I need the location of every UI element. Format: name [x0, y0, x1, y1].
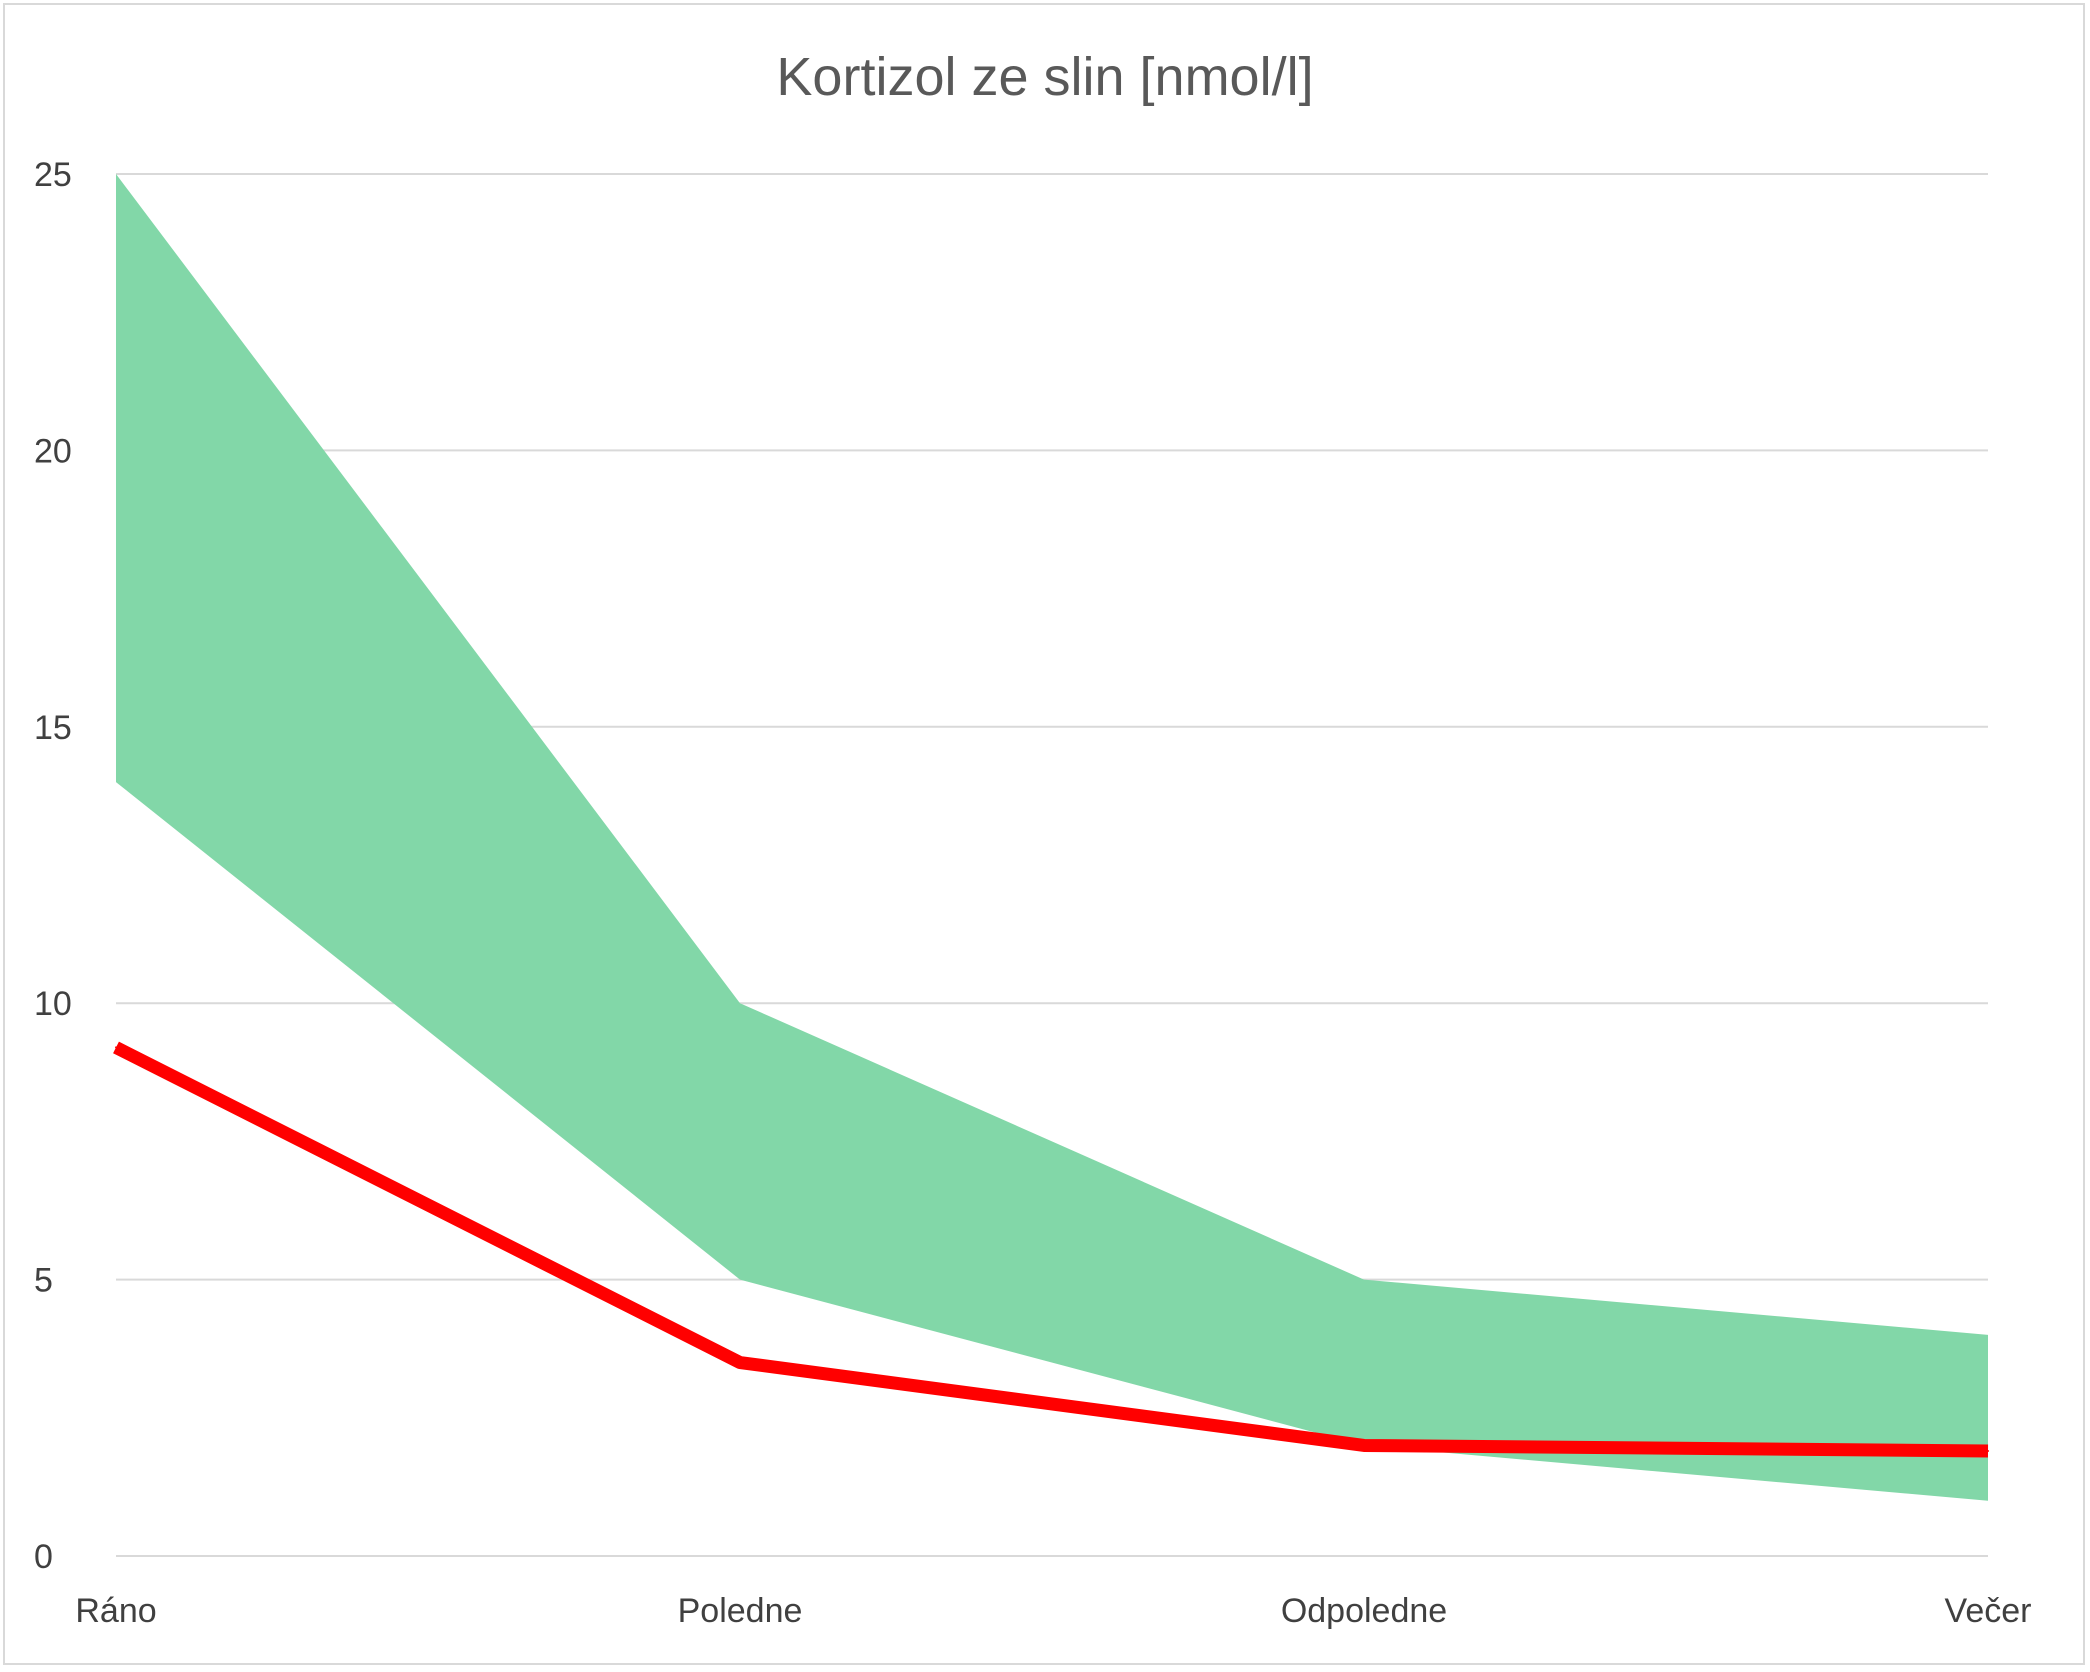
- measured-series-line: [113, 1041, 1989, 1458]
- y-tick-label: 15: [34, 709, 72, 747]
- measured-point-2: [1363, 1444, 1365, 1447]
- x-tick-label: Ráno: [75, 1592, 156, 1630]
- x-axis-tick-labels: Ráno Poledne Odpoledne Večer: [75, 1592, 2031, 1630]
- y-tick-label: 0: [34, 1538, 53, 1576]
- reference-band: [116, 174, 1988, 1501]
- chart-title: Kortizol ze slin [nmol/l]: [776, 47, 1314, 107]
- y-tick-label: 20: [34, 432, 72, 470]
- measured-line: [113, 1041, 1989, 1458]
- y-tick-label: 25: [34, 156, 72, 194]
- x-tick-label: Odpoledne: [1281, 1592, 1447, 1630]
- measured-point-0: [115, 1046, 117, 1049]
- x-tick-label: Poledne: [678, 1592, 803, 1630]
- measured-point-1: [739, 1361, 741, 1364]
- x-tick-label: Večer: [1945, 1592, 2032, 1630]
- y-tick-label: 5: [34, 1262, 53, 1300]
- y-axis-tick-labels: 0 5 10 15 20 25: [34, 156, 72, 1576]
- measured-point-3: [1987, 1449, 1989, 1452]
- y-tick-label: 10: [34, 985, 72, 1023]
- reference-band-area: [116, 174, 1988, 1501]
